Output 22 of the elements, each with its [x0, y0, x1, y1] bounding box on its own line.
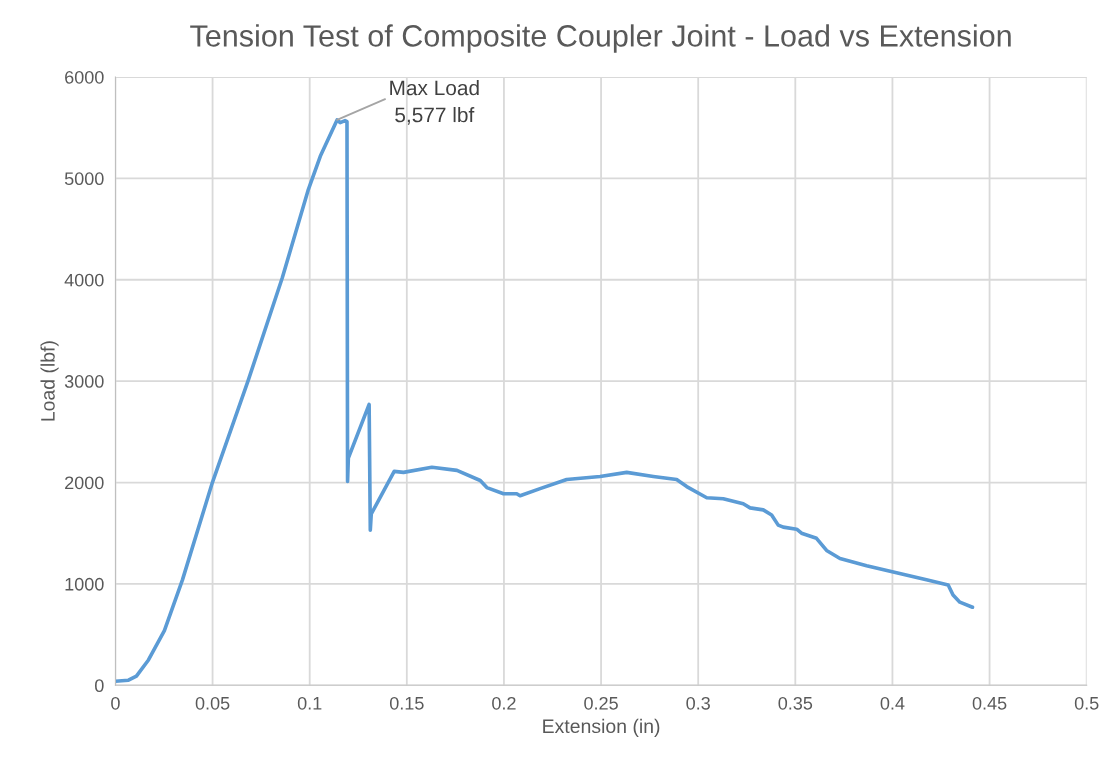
x-tick-label: 0.15 — [389, 696, 424, 710]
chart-title: Tension Test of Composite Coupler Joint - Load vs Extension — [190, 24, 1011, 53]
x-tick-label: 0.1 — [297, 696, 322, 710]
x-tick-label: 0 — [111, 696, 120, 710]
x-tick-label: 0.45 — [972, 696, 1007, 710]
y-tick-label: 2000 — [65, 476, 104, 490]
y-tick-label: 5000 — [64, 172, 104, 186]
x-axis-title: Extension (in) — [543, 718, 660, 737]
x-tick-label: 0.4 — [880, 696, 905, 710]
y-axis-title: Load (lbf) — [40, 341, 59, 421]
x-tick-label: 0.25 — [584, 696, 618, 710]
y-tick-label: 1000 — [65, 577, 104, 591]
y-tick-label: 6000 — [65, 70, 104, 84]
y-tick-label: 0 — [94, 679, 104, 693]
x-tick-label: 0.2 — [492, 696, 516, 710]
annotation: Max Load 5,577 lbf — [390, 80, 479, 125]
x-tick-label: 0.3 — [686, 696, 710, 710]
x-tick-label: 0.05 — [195, 696, 230, 710]
x-tick-label: 0.35 — [778, 696, 813, 710]
x-tick-label: 0.5 — [1074, 696, 1099, 710]
y-tick-label: 3000 — [64, 375, 104, 388]
y-tick-label: 4000 — [64, 273, 104, 287]
